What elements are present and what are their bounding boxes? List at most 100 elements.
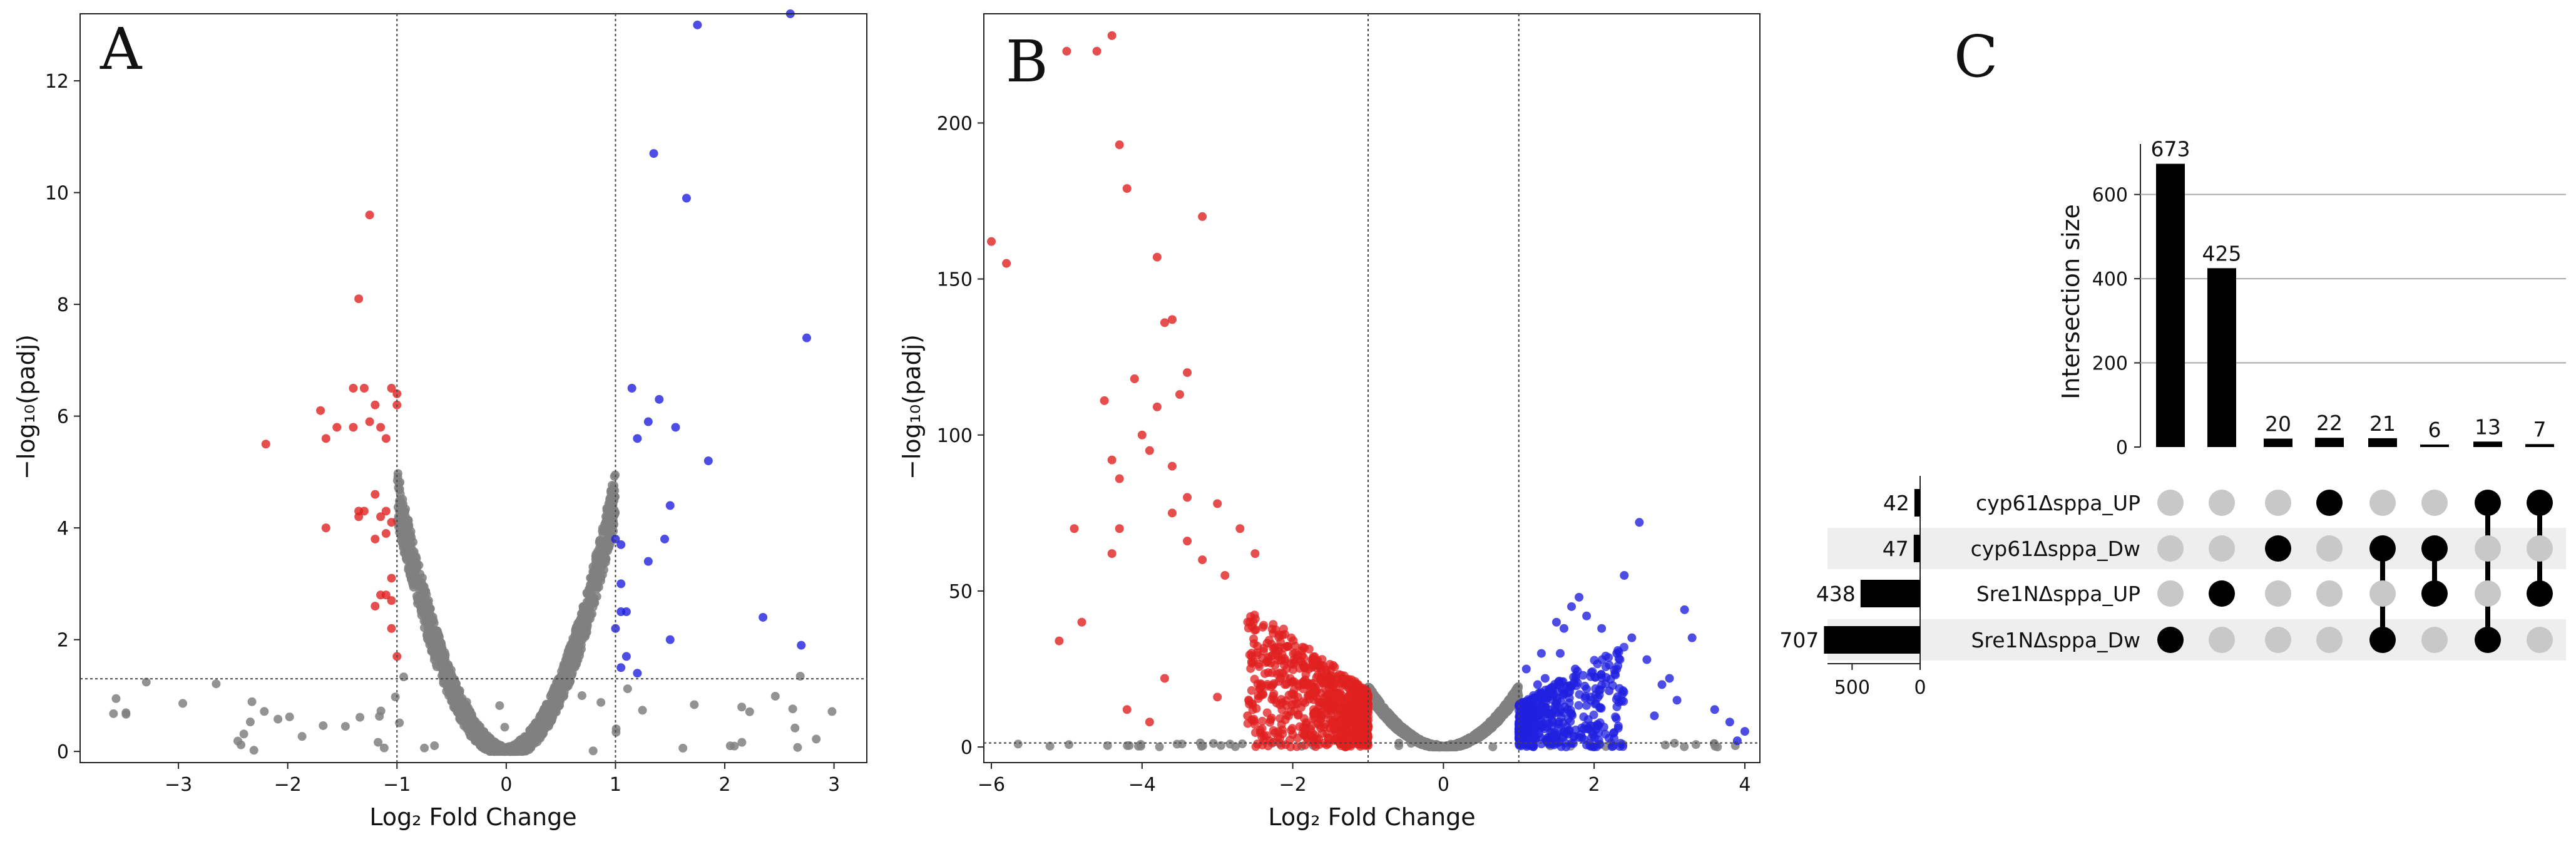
up-point bbox=[1551, 708, 1560, 717]
down-point bbox=[1250, 728, 1260, 738]
up-point bbox=[1627, 633, 1637, 642]
up-point bbox=[1554, 718, 1563, 727]
up-point bbox=[1588, 742, 1597, 751]
down-point bbox=[1300, 643, 1309, 652]
down-point bbox=[1301, 741, 1310, 750]
up-point bbox=[616, 663, 626, 672]
intersection-bar bbox=[2420, 444, 2449, 447]
y-tick-label: 100 bbox=[937, 425, 973, 447]
ns-point bbox=[1225, 739, 1235, 749]
up-point bbox=[643, 417, 653, 426]
down-point bbox=[1354, 684, 1364, 694]
down-point bbox=[1287, 677, 1297, 686]
down-point bbox=[1122, 705, 1132, 714]
up-point bbox=[1613, 661, 1623, 671]
down-point bbox=[1361, 685, 1370, 694]
set-size-bar bbox=[1914, 489, 1920, 517]
down-point bbox=[1055, 636, 1064, 646]
down-point bbox=[1070, 524, 1079, 533]
ns-point bbox=[600, 523, 609, 533]
membership-dot-off bbox=[2265, 580, 2291, 607]
ns-point bbox=[429, 655, 439, 664]
ns-point bbox=[374, 738, 383, 747]
ns-point bbox=[440, 659, 449, 669]
down-point bbox=[1183, 537, 1192, 546]
up-point bbox=[1583, 724, 1593, 733]
down-point bbox=[1198, 212, 1207, 221]
ns-point bbox=[600, 556, 610, 565]
up-point bbox=[649, 149, 658, 158]
down-point bbox=[1262, 639, 1272, 648]
membership-dot-off bbox=[2421, 627, 2448, 653]
ns-point bbox=[548, 712, 558, 721]
up-point bbox=[1620, 571, 1629, 580]
ns-point bbox=[553, 676, 563, 685]
ns-point bbox=[605, 500, 615, 510]
down-point bbox=[316, 406, 325, 415]
ns-point bbox=[417, 573, 427, 582]
intersection-value-label: 21 bbox=[2369, 411, 2396, 436]
x-axis-label-b: Log₂ Fold Change bbox=[1268, 803, 1475, 831]
volcano-plot-b: B −6 −4 −2 0 2 4 0 50 100 150 200 Log₂ Fold Change… bbox=[898, 13, 1761, 831]
ns-point bbox=[588, 746, 598, 756]
up-point bbox=[1642, 655, 1652, 664]
ns-point bbox=[1155, 742, 1164, 751]
membership-dot-off bbox=[2209, 627, 2235, 653]
ns-point bbox=[593, 580, 602, 590]
ns-point bbox=[178, 699, 188, 708]
down-point bbox=[1352, 731, 1361, 740]
down-point bbox=[1292, 742, 1302, 751]
ns-point bbox=[596, 697, 606, 707]
up-point bbox=[1657, 680, 1667, 689]
down-point bbox=[1363, 708, 1372, 718]
x-tick-label: −1 bbox=[383, 774, 411, 796]
intersection-bar bbox=[2473, 441, 2502, 447]
down-point bbox=[1167, 508, 1177, 518]
ns-point bbox=[1680, 742, 1689, 751]
up-point bbox=[1568, 739, 1578, 748]
down-point bbox=[1284, 642, 1293, 651]
y-tick-label: 6 bbox=[57, 406, 69, 428]
set-size-bar bbox=[1824, 626, 1920, 654]
down-point bbox=[1343, 737, 1352, 746]
down-point bbox=[359, 384, 369, 393]
down-point bbox=[1275, 674, 1285, 683]
down-point bbox=[1337, 677, 1346, 686]
down-point bbox=[1317, 661, 1326, 670]
ns-point bbox=[603, 546, 612, 555]
ns-point bbox=[1446, 739, 1456, 749]
up-point bbox=[616, 579, 626, 589]
down-point bbox=[1130, 374, 1139, 384]
ns-point bbox=[453, 703, 463, 713]
intersection-value-label: 673 bbox=[2151, 137, 2190, 162]
down-point bbox=[371, 400, 380, 409]
intersection-bar bbox=[2368, 438, 2397, 447]
ns-point bbox=[1670, 739, 1679, 748]
ns-point bbox=[730, 741, 739, 751]
intersection-bar bbox=[2525, 444, 2554, 447]
down-point bbox=[1256, 691, 1265, 701]
ns-point bbox=[379, 743, 389, 753]
ns-point bbox=[249, 746, 258, 755]
ns-point bbox=[416, 607, 426, 616]
up-point bbox=[1687, 633, 1697, 642]
intersection-bar bbox=[2156, 163, 2185, 447]
y-axis-label-a: −log₁₀(padj) bbox=[13, 334, 40, 480]
up-point bbox=[1560, 728, 1569, 737]
ns-point bbox=[690, 700, 699, 709]
ns-point bbox=[399, 672, 409, 682]
up-point bbox=[1544, 709, 1553, 719]
ns-point bbox=[401, 505, 411, 514]
ns-point bbox=[623, 684, 632, 694]
ns-point bbox=[391, 692, 400, 702]
x-tick-label: −4 bbox=[1128, 774, 1156, 796]
up-point bbox=[1540, 674, 1550, 683]
x-axis-label-a: Log₂ Fold Change bbox=[369, 803, 576, 831]
up-point bbox=[1635, 518, 1644, 527]
down-point bbox=[1272, 649, 1281, 658]
down-point bbox=[1275, 714, 1285, 723]
membership-dot-off bbox=[2157, 580, 2184, 607]
y-tick-label: 4 bbox=[57, 518, 69, 540]
panel-label-c: C bbox=[1954, 23, 1998, 90]
down-point bbox=[987, 237, 996, 246]
